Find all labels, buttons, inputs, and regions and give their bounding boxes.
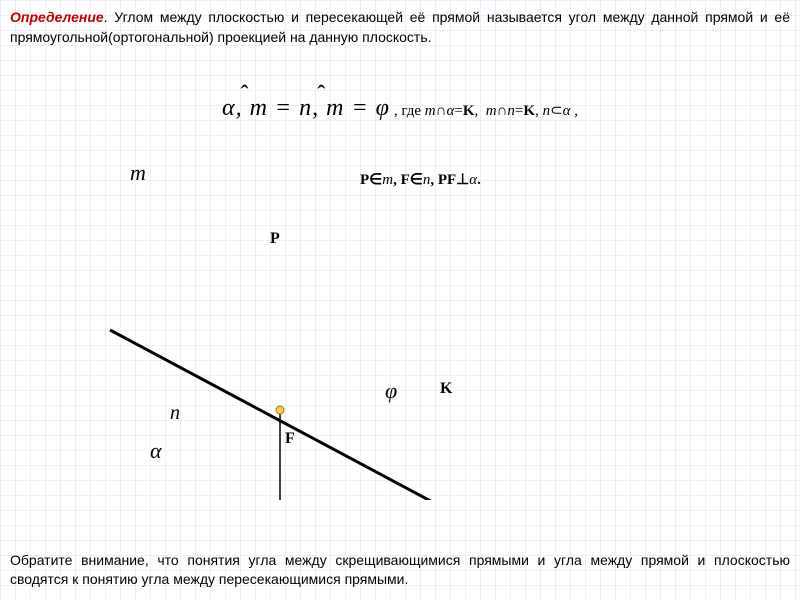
definition-block: Определение. Углом между плоскостью и пе…: [10, 8, 790, 47]
label-alpha: α: [150, 438, 162, 464]
definition-term: Определение: [10, 9, 104, 25]
formula-conditions: , где m∩α=K, m∩n=K, n⊂α ,: [394, 103, 578, 119]
footer-text: Обратите внимание, что понятия угла межд…: [10, 552, 790, 588]
label-p: P: [270, 230, 280, 248]
formula-block: α, m = n, m = φ , где m∩α=K, m∩n=K, n⊂α …: [0, 95, 800, 122]
definition-text: . Углом между плоскостью и пересекающей …: [10, 9, 790, 45]
point-p: [276, 406, 284, 414]
label-k: K: [440, 380, 452, 398]
footer-note: Обратите внимание, что понятия угла межд…: [10, 551, 790, 590]
label-f: F: [285, 430, 295, 448]
line-m: [110, 330, 710, 500]
label-phi: φ: [385, 378, 397, 404]
label-m: m: [130, 160, 146, 186]
formula-main: α, m = n, m = φ: [222, 95, 390, 121]
label-n: n: [170, 402, 180, 425]
geometry-diagram: [0, 150, 800, 500]
